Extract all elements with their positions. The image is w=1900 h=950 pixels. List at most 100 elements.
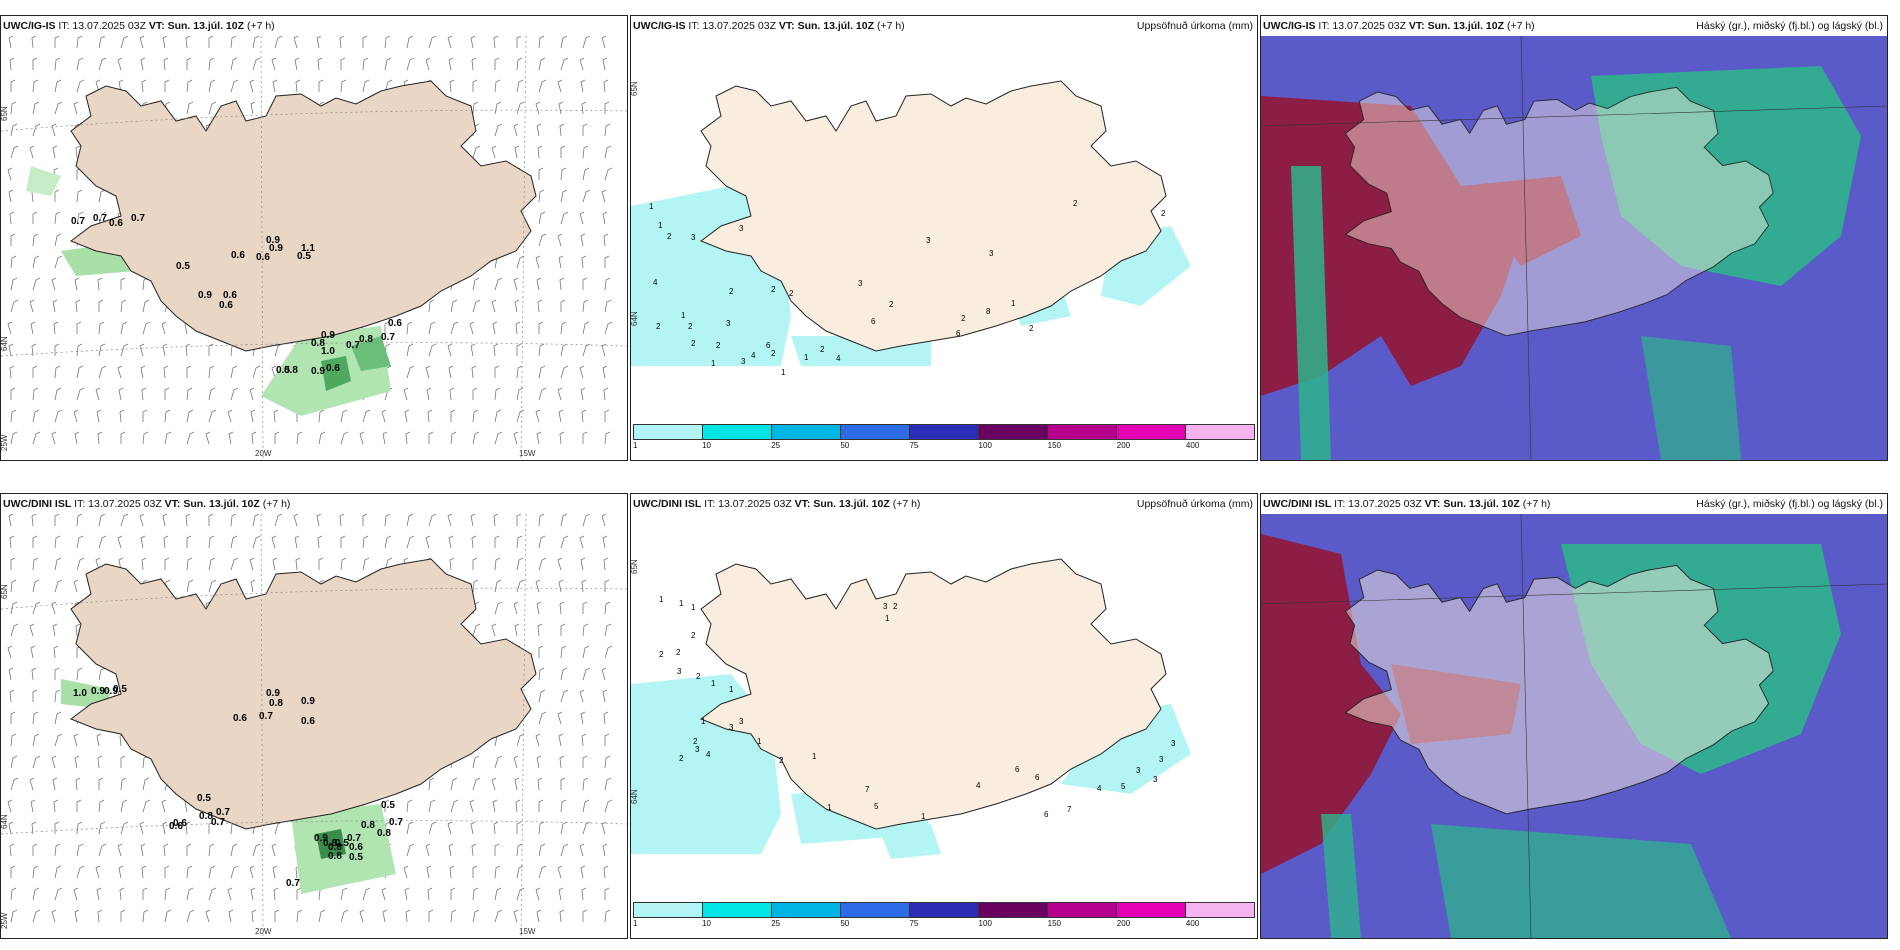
- panel-title: Uppsöfnuð úrkoma (mm): [1136, 20, 1253, 32]
- value-label: 2: [771, 349, 776, 358]
- lat-label-top: 65N: [631, 559, 639, 574]
- cloud-map: [1261, 35, 1887, 460]
- panel-wind-igis: UWC/IG-IS IT: 13.07.2025 03Z VT: Sun. 13…: [0, 15, 628, 461]
- value-label: 4: [976, 781, 981, 790]
- value-label: 0.7: [259, 711, 273, 722]
- value-label: 1: [812, 752, 817, 761]
- value-label: 3: [989, 249, 994, 258]
- wind-map: 1.0 0.9 0.9 0.5 0.9 0.8 0.7 0.6 0.6 0.9 0.5 0.7 0.8 0…: [1, 513, 627, 938]
- colorbar-swatch: [979, 425, 1048, 439]
- value-label: 1: [658, 221, 663, 230]
- value-label: 3: [1159, 755, 1164, 764]
- value-label: 0.7: [211, 817, 225, 828]
- value-label: 0.9: [266, 235, 280, 246]
- lon-label-left: 25W: [1, 912, 9, 929]
- value-label: 1: [885, 614, 890, 623]
- panel-clouds-igis: UWC/IG-IS IT: 13.07.2025 03Z VT: Sun. 13…: [1260, 15, 1888, 461]
- lat-label-mid: 64N: [1, 814, 9, 829]
- lon-label-right: 15W: [519, 927, 536, 936]
- value-label: 0.8: [269, 698, 283, 709]
- value-label: 0.5: [113, 684, 127, 695]
- value-label: 8: [986, 307, 991, 316]
- value-label: 3: [741, 357, 746, 366]
- value-label: 4: [706, 750, 711, 759]
- value-label: 0.8: [359, 334, 373, 345]
- value-label: 3: [883, 602, 888, 611]
- colorbar-tick-label: 10: [702, 919, 712, 928]
- value-label: 1: [649, 202, 654, 211]
- value-label: 1: [701, 717, 706, 726]
- value-label: 1: [681, 311, 686, 320]
- value-label: 0.5: [381, 800, 395, 811]
- value-label: 1: [679, 599, 684, 608]
- value-label: 0.8: [199, 811, 213, 822]
- colorbar-swatch: [841, 425, 910, 439]
- value-label: 0.6: [219, 300, 233, 311]
- value-label: 0.6: [231, 250, 245, 261]
- lon-label-left: 25W: [1, 434, 9, 451]
- value-label: 0.7: [93, 213, 107, 224]
- lon-label-mid: 20W: [255, 927, 272, 936]
- value-label: 0.7: [71, 216, 85, 227]
- value-label: 3: [1153, 775, 1158, 784]
- value-label: 1: [781, 368, 786, 377]
- value-label: 2: [820, 345, 825, 354]
- panel-header: UWC/IG-IS IT: 13.07.2025 03Z VT: Sun. 13…: [3, 20, 275, 32]
- value-label: 3: [677, 667, 682, 676]
- value-label: 3: [695, 745, 700, 754]
- value-label: 0.9: [301, 696, 315, 707]
- value-label: 2: [688, 322, 693, 331]
- panel-precip-igis: UWC/IG-IS IT: 13.07.2025 03Z VT: Sun. 13…: [630, 15, 1258, 461]
- panel-wind-dini: UWC/DINI ISL IT: 13.07.2025 03Z VT: Sun.…: [0, 493, 628, 939]
- colorbar-tick-label: 100: [978, 919, 992, 928]
- value-label: 0.7: [346, 340, 360, 351]
- value-label: 4: [751, 351, 756, 360]
- colorbar-tick-label: 25: [771, 919, 781, 928]
- panel-clouds-dini: UWC/DINI ISL IT: 13.07.2025 03Z VT: Sun.…: [1260, 493, 1888, 939]
- colorbar-swatch: [703, 425, 772, 439]
- value-label: 0.9: [321, 330, 335, 341]
- value-label: 2: [691, 339, 696, 348]
- value-label: 3: [739, 717, 744, 726]
- value-label: 6: [1035, 773, 1040, 782]
- value-label: 1: [659, 595, 664, 604]
- lat-label-mid: 64N: [631, 311, 639, 326]
- value-label: 3: [1171, 739, 1176, 748]
- colorbar-tick-label: 50: [840, 441, 850, 450]
- value-label: 2: [1073, 199, 1078, 208]
- value-label: 3: [729, 723, 734, 732]
- value-label: 1: [729, 685, 734, 694]
- value-label: 6: [1015, 765, 1020, 774]
- value-label: 0.6: [349, 842, 363, 853]
- value-label: 0.5: [176, 261, 190, 272]
- value-label: 3: [858, 279, 863, 288]
- lon-label-mid: 20W: [255, 449, 272, 458]
- lat-label-top: 65N: [1, 584, 9, 599]
- value-label: 0.9: [311, 366, 325, 377]
- colorbar-tick-label: 10: [702, 441, 712, 450]
- colorbar-tick-label: 75: [909, 441, 919, 450]
- panel-header: UWC/IG-IS IT: 13.07.2025 03Z VT: Sun. 13…: [633, 20, 905, 32]
- value-label: 2: [656, 322, 661, 331]
- value-label: 2: [889, 300, 894, 309]
- colorbar-tick-label: 1: [633, 441, 638, 450]
- value-label: 7: [1067, 805, 1072, 814]
- value-label: 5: [874, 802, 879, 811]
- panel-title: Háský (gr.), miðský (fj.bl.) og lágský (…: [1696, 20, 1883, 32]
- value-label: 2: [1029, 324, 1034, 333]
- colorbar-swatch: [634, 425, 703, 439]
- value-label: 1: [711, 679, 716, 688]
- colorbar-ticks: 1 10 25 50 75 100 150 200 400: [633, 919, 1255, 933]
- value-label: 2: [659, 650, 664, 659]
- colorbar-swatch: [1186, 425, 1254, 439]
- value-label: 2: [676, 648, 681, 657]
- wind-map: 0.7 0.7 0.6 0.7 0.5 0.9 0.6 0.6 0.9 1.1 0.5 0.9 0.6 0…: [1, 35, 627, 460]
- value-label: 0.8: [328, 851, 342, 862]
- value-label: 3: [739, 224, 744, 233]
- value-label: 0.8: [377, 828, 391, 839]
- colorbar-ticks: 1 10 25 50 75 100 150 200 400: [633, 441, 1255, 455]
- colorbar-tick-label: 100: [978, 441, 992, 450]
